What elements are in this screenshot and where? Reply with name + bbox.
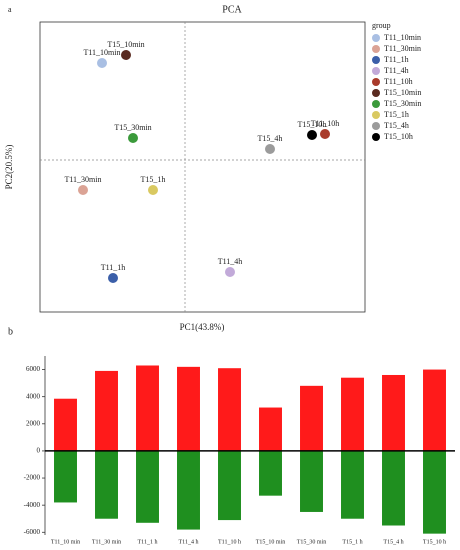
chart-title: PCA <box>222 4 242 15</box>
legend-label: T15_4h <box>384 121 409 130</box>
legend-marker <box>372 122 380 130</box>
bar <box>177 450 200 530</box>
y-tick-label: -2000 <box>24 474 41 482</box>
legend-marker <box>372 45 380 53</box>
point-label: T11_4h <box>218 257 243 266</box>
point <box>225 267 235 277</box>
bar <box>341 377 364 451</box>
bar <box>136 450 159 523</box>
y-tick-label: -4000 <box>24 501 41 509</box>
bar <box>177 366 200 451</box>
bar <box>218 450 241 521</box>
point-label: T15_4h <box>258 134 283 143</box>
y-tick-label: 6000 <box>26 365 41 373</box>
x-tick-label: T15_10 min <box>256 539 286 545</box>
bar <box>300 385 323 451</box>
y-tick-label: -6000 <box>24 528 41 536</box>
point <box>148 185 158 195</box>
bar <box>423 450 446 534</box>
x-tick-label: T15_4 h <box>383 539 403 545</box>
point-label: T15_1h <box>141 175 166 184</box>
legend-marker <box>372 111 380 119</box>
bar <box>95 370 118 451</box>
legend-label: T15_1h <box>384 110 409 119</box>
legend-marker <box>372 56 380 64</box>
plot-frame <box>39 21 366 313</box>
x-tick-label: T11_4 h <box>179 539 199 545</box>
x-tick-label: T15_30 min <box>297 539 327 545</box>
point <box>78 185 88 195</box>
point-label: T11_10h <box>311 119 340 128</box>
legend-marker <box>372 34 380 42</box>
panel-label: b <box>8 326 13 337</box>
bar <box>136 365 159 451</box>
legend-label: T15_30min <box>384 99 421 108</box>
bar <box>54 450 77 503</box>
point-label: T11_10min <box>83 48 120 57</box>
point <box>97 58 107 68</box>
y-tick-label: 0 <box>37 447 41 455</box>
bar <box>54 398 77 451</box>
point <box>265 144 275 154</box>
bar <box>95 450 118 519</box>
y-tick-label: 2000 <box>26 419 41 427</box>
point-label: T15_30min <box>114 123 151 132</box>
y-tick-label: 4000 <box>26 392 41 400</box>
bar <box>382 374 405 451</box>
legend-marker <box>372 67 380 75</box>
point <box>307 130 317 140</box>
x-axis-label: PC1(43.8%) <box>180 322 225 332</box>
point-label: T15_10h <box>298 120 327 129</box>
bar <box>341 450 364 519</box>
point-label: T15_10min <box>107 40 144 49</box>
panel-label: a <box>8 5 12 14</box>
legend-marker <box>372 78 380 86</box>
x-tick-label: T11_1 h <box>138 539 158 545</box>
bar <box>259 407 282 451</box>
legend-label: T11_4h <box>384 66 409 75</box>
bar <box>300 450 323 512</box>
legend-marker <box>372 89 380 97</box>
x-tick-label: T11_10 h <box>218 539 241 545</box>
point-label: T11_30min <box>64 175 101 184</box>
legend-label: T11_10min <box>384 33 421 42</box>
x-tick-label: T11_30 min <box>92 539 121 545</box>
legend-label: T11_30min <box>384 44 421 53</box>
legend-marker <box>372 133 380 141</box>
legend-label: T11_10h <box>384 77 413 86</box>
point <box>320 129 330 139</box>
x-tick-label: T11_10 min <box>51 539 80 545</box>
x-tick-label: T15_10 h <box>423 539 446 545</box>
point-label: T11_1h <box>101 263 126 272</box>
legend-label: T15_10min <box>384 88 421 97</box>
legend-title: group <box>372 21 391 30</box>
point <box>108 273 118 283</box>
y-axis-label: PC2(20.5%) <box>4 145 14 190</box>
bar <box>382 450 405 526</box>
bar <box>218 368 241 451</box>
bar <box>423 369 446 451</box>
bar <box>259 450 282 496</box>
point <box>128 133 138 143</box>
legend-marker <box>372 100 380 108</box>
legend-label: T11_1h <box>384 55 409 64</box>
point <box>121 50 131 60</box>
legend-label: T15_10h <box>384 132 413 141</box>
x-tick-label: T15_1 h <box>342 539 362 545</box>
